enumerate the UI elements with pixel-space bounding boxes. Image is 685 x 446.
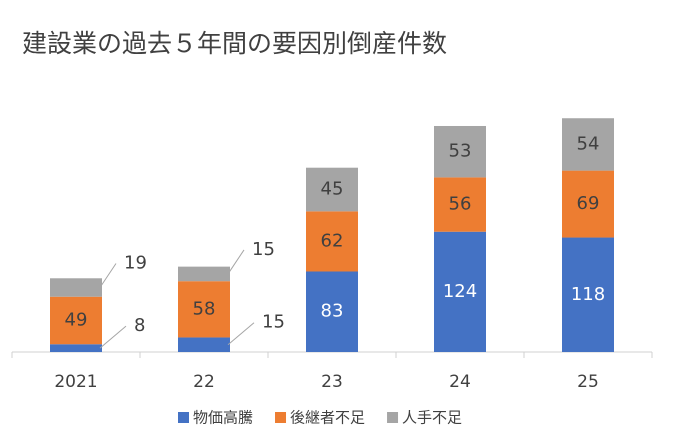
bar-segment: [434, 125, 486, 178]
bar-segment: [178, 281, 230, 338]
bar-segment: [50, 296, 102, 345]
legend-label: 人手不足: [402, 409, 462, 427]
bar-segment: [178, 266, 230, 282]
data-label: 54: [577, 133, 600, 154]
data-label: 62: [321, 230, 344, 251]
data-label: 56: [449, 194, 472, 215]
bar-segment: [562, 118, 614, 171]
data-label: 45: [321, 179, 344, 200]
data-label: 53: [449, 141, 472, 162]
bar-segment: [306, 211, 358, 272]
x-tick-label: 22: [193, 372, 215, 392]
x-tick-label: 23: [321, 372, 343, 392]
legend-swatch: [275, 412, 287, 423]
data-label: 58: [193, 298, 216, 319]
bar-segment: [306, 271, 358, 352]
leader-line: [99, 325, 127, 349]
data-label: 15: [262, 312, 285, 333]
data-label: 49: [65, 309, 88, 330]
bar-segment: [50, 278, 102, 297]
data-label: 8: [134, 315, 145, 336]
bar-segment: [562, 170, 614, 238]
bar-segment: [306, 167, 358, 212]
chart-title: 建設業の過去５年間の要因別倒産件数: [22, 29, 447, 58]
legend-swatch: [178, 412, 189, 423]
x-tick-label: 25: [577, 372, 599, 392]
data-label: 69: [577, 193, 600, 214]
bar-segment: [562, 237, 614, 352]
x-tick-label: 2021: [54, 372, 97, 392]
bar-segment: [434, 177, 486, 232]
bar-segment: [50, 344, 102, 352]
bar-segment: [434, 231, 486, 352]
data-label: 83: [321, 301, 344, 322]
bar-segment: [178, 337, 230, 352]
x-tick-label: 24: [449, 372, 471, 392]
leader-line: [99, 263, 117, 288]
data-label: 118: [571, 284, 605, 305]
leader-line: [227, 249, 245, 275]
legend-label: 後継者不足: [290, 409, 365, 427]
data-label: 15: [252, 239, 275, 260]
legend-label: 物価高騰: [193, 409, 253, 427]
legend-swatch: [387, 412, 399, 423]
data-label: 124: [443, 281, 477, 302]
leader-line: [227, 322, 255, 346]
data-label: 19: [124, 252, 147, 273]
